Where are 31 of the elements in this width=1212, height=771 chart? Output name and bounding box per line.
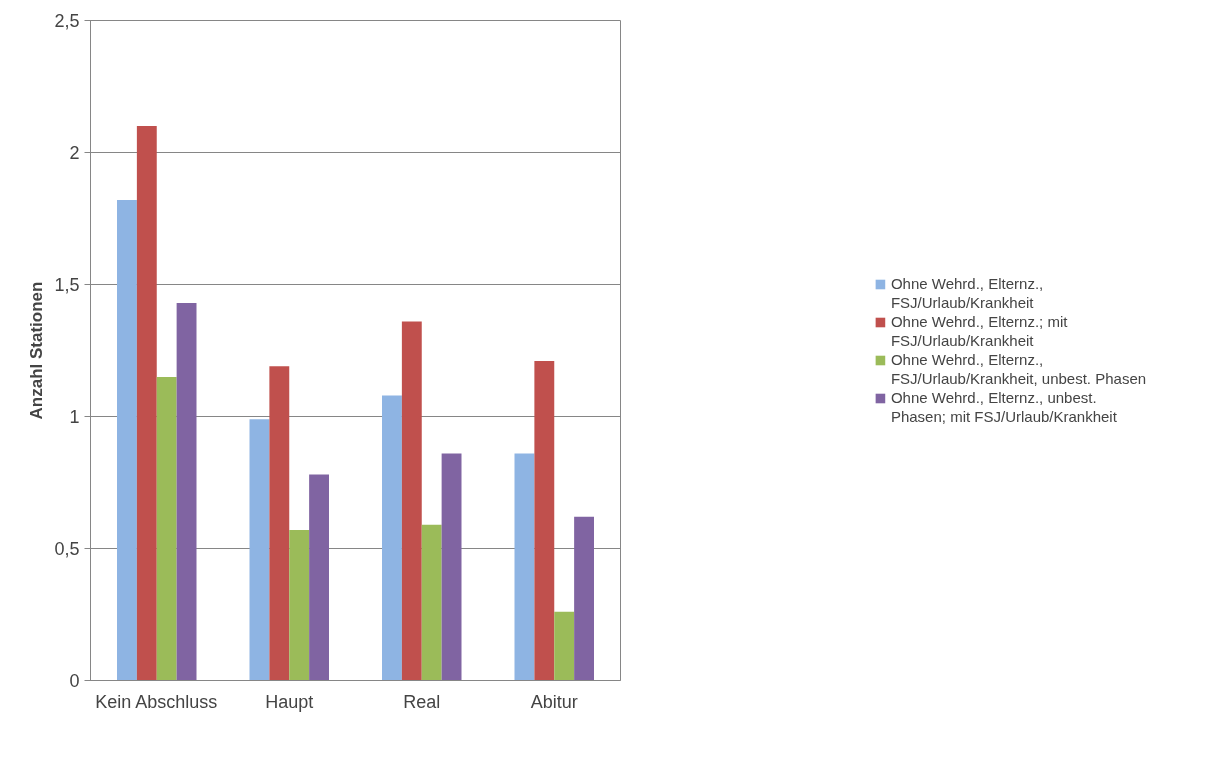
bar xyxy=(382,395,402,681)
legend-label: Ohne Wehrd., Elternz., FSJ/Urlaub/Krankheit, unbest. Phasen xyxy=(890,351,1147,387)
legend-label: Ohne Wehrd., Elternz., unbest. Phasen; mit FSJ/Urlaub/Krankheit xyxy=(890,389,1117,425)
bar xyxy=(441,453,462,681)
y-tick-label: 0 xyxy=(69,671,80,691)
x-tick-label: Haupt xyxy=(265,691,314,712)
x-tick-label: Abitur xyxy=(530,691,578,712)
y-tick-label: 1,5 xyxy=(54,275,80,295)
legend-label: Ohne Wehrd., Elternz., FSJ/Urlaub/Krankheit xyxy=(890,275,1044,311)
bar xyxy=(514,453,535,681)
x-tick-label: Real xyxy=(403,691,441,712)
bar xyxy=(574,516,594,681)
y-tick-label: 1 xyxy=(69,407,80,427)
y-tick-label: 0,5 xyxy=(54,539,80,559)
bar xyxy=(534,361,555,681)
bar xyxy=(176,302,197,681)
legend-label: Ohne Wehrd., Elternz.; mit FSJ/Urlaub/Krankheit xyxy=(890,313,1068,349)
y-tick-label: 2 xyxy=(69,143,80,163)
x-tick-label: Kein Abschluss xyxy=(95,691,218,712)
bar xyxy=(249,419,270,681)
bar xyxy=(117,200,137,681)
bar xyxy=(289,530,310,681)
bar xyxy=(554,611,575,681)
bar xyxy=(136,126,157,681)
bar xyxy=(156,376,177,681)
y-tick-label: 2,5 xyxy=(54,11,80,31)
y-axis-title: Anzahl Stationen xyxy=(27,281,47,420)
bar xyxy=(309,474,329,681)
bar xyxy=(421,524,442,681)
bar xyxy=(401,321,422,681)
bar xyxy=(269,366,290,681)
